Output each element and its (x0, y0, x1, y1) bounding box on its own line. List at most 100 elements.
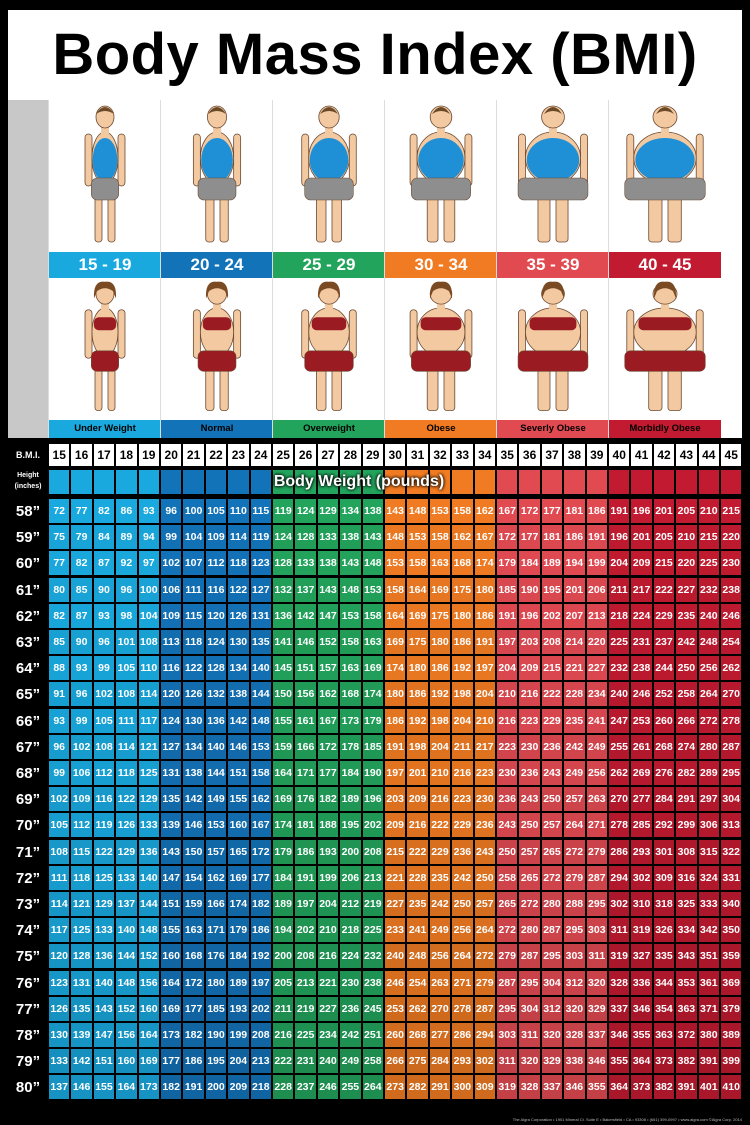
weight-cell: 164 (116, 1075, 137, 1100)
weight-cell: 228 (564, 682, 585, 707)
bmi-column-header: 17 (93, 444, 115, 466)
weight-cell: 105 (49, 813, 70, 838)
weight-cell: 201 (631, 525, 652, 550)
weight-cell: 131 (161, 761, 182, 785)
bmi-header-label: B.M.I. (16, 450, 40, 460)
male-figure-illustration (385, 100, 497, 250)
weight-cell: 311 (497, 1049, 518, 1074)
weight-cell: 284 (429, 1049, 451, 1074)
weight-cell: 222 (273, 1049, 294, 1074)
weight-cell: 205 (676, 499, 697, 523)
weight-cell: 138 (340, 525, 361, 550)
weight-cell: 215 (385, 839, 406, 864)
weight-cell: 186 (183, 1049, 204, 1074)
weight-cell: 287 (586, 865, 607, 890)
weight-cell: 116 (93, 787, 115, 812)
weight-cell: 319 (631, 918, 652, 943)
height-row-label: 74” (15, 922, 41, 940)
weight-cell: 229 (541, 708, 563, 733)
weight-cell: 242 (429, 892, 451, 916)
weight-cell: 204 (228, 1049, 249, 1074)
weight-cell: 287 (519, 944, 540, 969)
weight-cell: 132 (273, 577, 294, 602)
weight-cell: 164 (138, 1023, 159, 1047)
color-strip-cell (586, 470, 607, 494)
weight-cell: 251 (362, 1023, 383, 1047)
weight-cell: 289 (698, 761, 719, 785)
weight-cell: 225 (609, 630, 630, 654)
weight-cell: 232 (609, 656, 630, 681)
weight-cell: 256 (586, 761, 607, 785)
weight-cell: 315 (698, 839, 719, 864)
weight-cell: 280 (541, 892, 563, 916)
weight-cell: 373 (653, 1049, 675, 1074)
weight-cell: 229 (429, 839, 451, 864)
weight-cell: 186 (452, 630, 473, 654)
weight-cell: 126 (116, 813, 137, 838)
weight-cell: 205 (653, 525, 675, 550)
weight-cell: 124 (205, 630, 227, 654)
weight-cell: 174 (228, 892, 249, 916)
weight-cell: 319 (609, 944, 630, 969)
weight-cell: 177 (161, 1049, 182, 1074)
color-strip-cell (676, 470, 697, 494)
weight-cell: 320 (564, 996, 585, 1021)
weight-cell: 101 (116, 630, 137, 654)
bmi-column-header: 29 (362, 444, 383, 466)
weight-cell: 169 (228, 865, 249, 890)
weight-cell: 280 (519, 918, 540, 943)
weight-cell: 90 (93, 577, 115, 602)
weight-cell: 117 (49, 918, 70, 943)
weight-cell: 232 (362, 944, 383, 969)
weight-cell: 223 (497, 734, 518, 759)
weight-cell: 171 (205, 918, 227, 943)
weight-cell: 327 (631, 944, 652, 969)
weight-cell: 292 (653, 813, 675, 838)
weight-cell: 129 (116, 839, 137, 864)
weight-cell: 364 (609, 1075, 630, 1100)
weight-cell: 169 (429, 577, 451, 602)
weight-cell: 220 (721, 525, 742, 550)
weight-cell: 216 (519, 682, 540, 707)
weight-cell: 287 (721, 734, 742, 759)
weight-cell: 175 (429, 603, 451, 628)
weight-cell: 196 (519, 603, 540, 628)
color-strip-cell (317, 470, 339, 494)
weight-cell: 209 (385, 813, 406, 838)
weight-cell: 93 (71, 656, 92, 681)
weight-cell: 189 (541, 551, 563, 576)
weight-cell: 218 (609, 603, 630, 628)
weight-cell: 128 (273, 551, 294, 576)
weight-cell: 399 (721, 1049, 742, 1074)
weight-cell: 272 (698, 708, 719, 733)
weight-cell: 153 (250, 734, 271, 759)
weight-cell: 265 (519, 865, 540, 890)
weight-cell: 191 (295, 865, 316, 890)
weight-cell: 217 (474, 734, 495, 759)
category-label: Severly Obese (497, 420, 609, 438)
color-strip-cell (653, 470, 675, 494)
weight-cell: 250 (541, 787, 563, 812)
weight-cell: 140 (250, 656, 271, 681)
male-figure-icon (624, 105, 706, 243)
color-strip-cell (698, 470, 719, 494)
weight-cell: 110 (138, 656, 159, 681)
weight-cell: 180 (407, 656, 428, 681)
weight-cell: 215 (721, 499, 742, 523)
weight-cell: 136 (205, 708, 227, 733)
weight-cell: 230 (474, 787, 495, 812)
weight-cell: 177 (183, 996, 204, 1021)
weight-cell: 158 (452, 499, 473, 523)
height-row-label: 71” (15, 843, 41, 861)
weight-cell: 99 (49, 761, 70, 785)
weight-cell: 151 (295, 656, 316, 681)
weight-cell: 180 (429, 630, 451, 654)
female-figure-icon (517, 281, 589, 411)
weight-cell: 236 (519, 761, 540, 785)
weight-cell: 264 (698, 682, 719, 707)
weight-cell: 198 (407, 734, 428, 759)
weight-cell: 123 (250, 551, 271, 576)
weight-cell: 132 (205, 682, 227, 707)
weight-cell: 174 (474, 551, 495, 576)
weight-cell: 172 (183, 970, 204, 995)
